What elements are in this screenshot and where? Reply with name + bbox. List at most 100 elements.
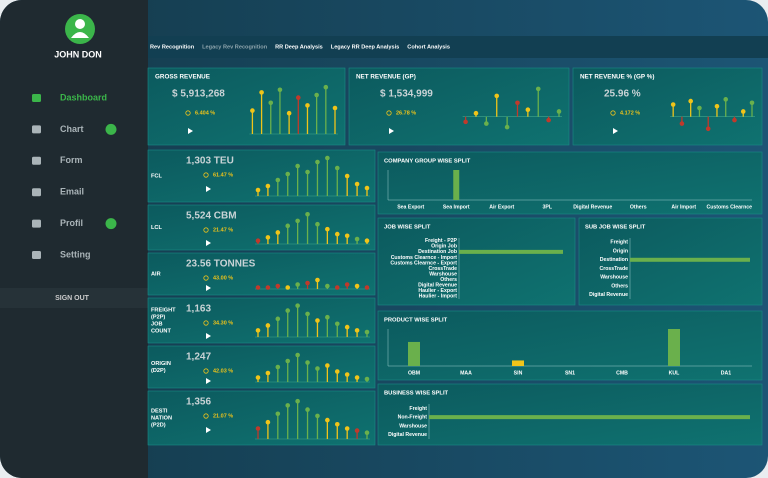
lollipop-head — [697, 105, 702, 111]
panel — [348, 67, 570, 146]
lollipop — [494, 93, 500, 117]
lollipop-head — [295, 218, 300, 224]
signout-button[interactable] — [0, 288, 148, 308]
lollipop — [334, 285, 340, 290]
lollipop-head — [275, 177, 281, 183]
lollipop-head — [255, 187, 261, 193]
lollipop-head — [334, 285, 340, 290]
kpi-value: 23.56 TONNES — [186, 259, 256, 270]
menu-icon[interactable] — [32, 251, 41, 259]
play-button[interactable] — [206, 285, 211, 291]
lollipop — [688, 98, 693, 117]
kpi-value: 5,524 CBM — [186, 211, 237, 222]
lollipop — [255, 426, 261, 439]
menu-item[interactable]: Dashboard — [32, 92, 107, 102]
lollipop-head — [546, 117, 551, 123]
play-button[interactable] — [188, 128, 193, 134]
menu-label[interactable]: Profil — [60, 218, 83, 228]
menu-icon[interactable] — [32, 94, 41, 102]
tab[interactable]: Cohort Analysis — [407, 44, 450, 50]
play-button[interactable] — [206, 240, 211, 246]
menu-icon[interactable] — [32, 219, 41, 228]
lollipop — [275, 177, 281, 196]
menu-label[interactable]: Setting — [60, 249, 91, 259]
lollipop — [305, 280, 310, 289]
lollipop-head — [723, 97, 729, 102]
lollipop — [295, 282, 300, 289]
lollipop — [305, 407, 310, 439]
kpi-value: $ 5,913,268 — [172, 89, 225, 100]
lollipop-head — [334, 231, 340, 237]
category-label: Destination Job — [418, 249, 457, 255]
category-label: Others — [440, 277, 457, 283]
lollipop-head — [295, 398, 300, 404]
tab[interactable]: Legacy RR Deep Analysis — [331, 44, 400, 50]
lollipop-head — [315, 277, 320, 283]
menu-label[interactable]: Form — [60, 155, 83, 165]
change-value: 43.00 % — [213, 275, 233, 281]
kpi-label: JOB — [151, 321, 163, 327]
lollipop-head — [344, 173, 350, 179]
bar — [453, 170, 460, 200]
lollipop-head — [705, 126, 711, 132]
tab[interactable]: Rev Recognition — [150, 44, 195, 50]
menu-icon[interactable] — [32, 125, 41, 134]
play-button[interactable] — [613, 128, 618, 134]
menu-icon[interactable] — [32, 156, 41, 165]
lollipop — [344, 282, 350, 289]
bar — [459, 249, 563, 254]
play-button[interactable] — [206, 427, 211, 433]
menu-item[interactable]: Email — [32, 187, 84, 197]
play-button[interactable] — [206, 333, 211, 339]
lollipop — [344, 173, 350, 196]
change-value: 21.07 % — [213, 413, 233, 419]
signout-label[interactable]: SIGN OUT — [55, 295, 90, 302]
change-value: 34.30 % — [213, 320, 233, 326]
lollipop-head — [325, 363, 330, 368]
change-value: 6.404 % — [195, 110, 215, 116]
play-button[interactable] — [206, 378, 211, 384]
kpi-value: 1,247 — [186, 352, 211, 363]
category-label: Sea Import — [443, 204, 470, 210]
menu-item[interactable]: Form — [32, 155, 83, 165]
lollipop — [305, 103, 310, 134]
change-icon — [203, 172, 209, 178]
menu-icon[interactable] — [32, 188, 41, 197]
lollipop-head — [295, 95, 301, 100]
category-label: Air Import — [671, 204, 696, 210]
lollipop — [334, 231, 340, 244]
lollipop-head — [354, 428, 360, 433]
lollipop — [697, 105, 702, 117]
split-title: SUB JOB WISE SPLIT — [585, 225, 646, 231]
lollipop — [504, 116, 510, 130]
menu-label[interactable]: Chart — [60, 124, 84, 134]
menu-item[interactable]: Profil — [32, 218, 117, 230]
menu-item[interactable]: Setting — [32, 249, 91, 259]
lollipop-head — [323, 84, 329, 90]
tab[interactable]: RR Deep Analysis — [275, 44, 323, 50]
play-button[interactable] — [389, 128, 394, 134]
kpi-label: LCL — [151, 225, 162, 231]
lollipop-head — [275, 364, 281, 370]
lollipop — [364, 285, 370, 290]
lollipop-head — [740, 109, 746, 114]
play-button[interactable] — [206, 186, 211, 192]
split-title: JOB WISE SPLIT — [384, 225, 431, 231]
lollipop — [670, 102, 676, 117]
menu-item[interactable]: Chart — [32, 124, 117, 135]
lollipop — [354, 181, 360, 196]
lollipop — [295, 218, 300, 244]
tab[interactable]: Legacy Rev Recognition — [202, 44, 268, 50]
lollipop — [325, 417, 330, 439]
change-value: 26.78 % — [396, 110, 416, 116]
lollipop-head — [334, 369, 340, 374]
lollipop-head — [315, 366, 320, 371]
menu-label[interactable]: Email — [60, 187, 84, 197]
lollipop-head — [305, 103, 310, 108]
menu-label[interactable]: Dashboard — [60, 92, 107, 102]
lollipop — [295, 95, 301, 134]
kpi-title: NET REVENUE % (GP %) — [580, 74, 654, 81]
lollipop-head — [325, 226, 330, 232]
lollipop-head — [670, 102, 676, 107]
panel — [377, 383, 763, 446]
